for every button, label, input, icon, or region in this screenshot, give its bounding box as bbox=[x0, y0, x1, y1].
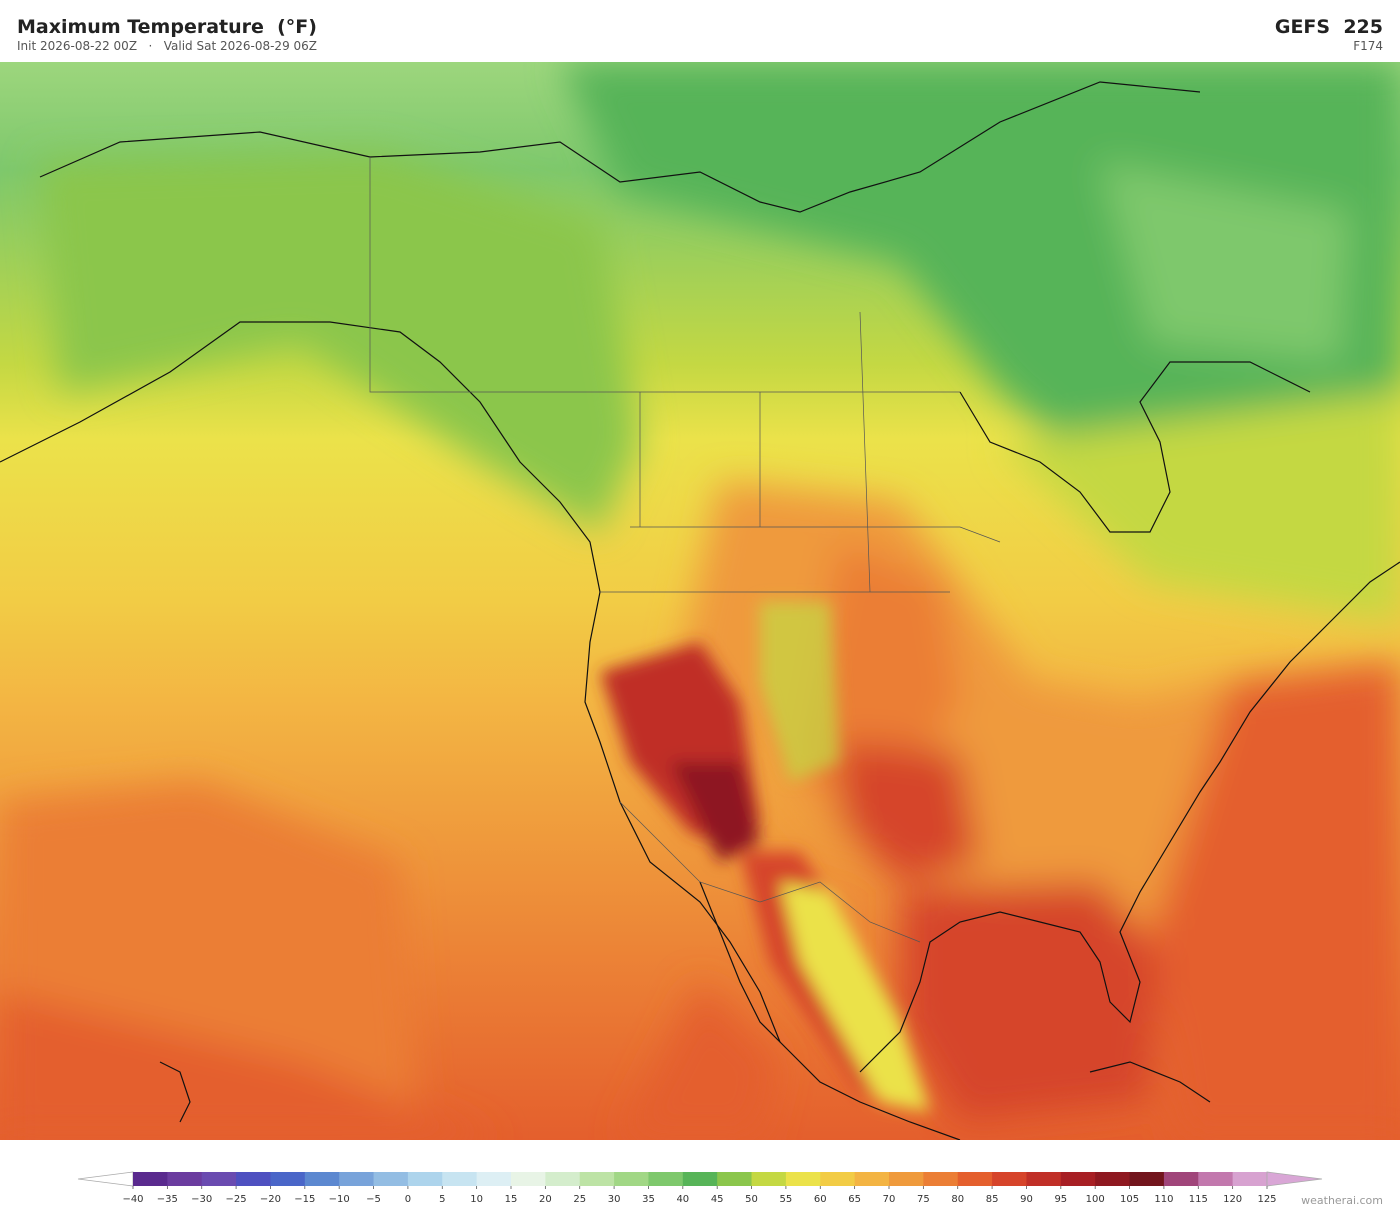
color-bin bbox=[1095, 1172, 1131, 1186]
color-bin bbox=[648, 1172, 684, 1186]
map bbox=[0, 62, 1400, 1140]
color-bin bbox=[1060, 1172, 1096, 1186]
color-bin bbox=[373, 1172, 409, 1186]
tick-label: 80 bbox=[951, 1194, 964, 1205]
tick-label: 90 bbox=[1020, 1194, 1033, 1205]
over-extension bbox=[1266, 1171, 1323, 1187]
tick-label: 0 bbox=[405, 1194, 411, 1205]
color-bin bbox=[1198, 1172, 1234, 1186]
hot-core bbox=[600, 602, 930, 1112]
color-bin bbox=[1163, 1172, 1199, 1186]
color-bin bbox=[751, 1172, 787, 1186]
tick-label: 40 bbox=[676, 1194, 689, 1205]
tick-label: 110 bbox=[1154, 1194, 1173, 1205]
color-bin bbox=[717, 1172, 753, 1186]
tick-label: 45 bbox=[711, 1194, 724, 1205]
tick-label: 35 bbox=[642, 1194, 655, 1205]
borders bbox=[369, 157, 1001, 943]
color-bin bbox=[304, 1172, 340, 1186]
color-bin bbox=[511, 1172, 546, 1186]
tick-label: 5 bbox=[439, 1194, 445, 1205]
tick-label: −25 bbox=[226, 1194, 247, 1205]
title: Maximum Temperature (°F) bbox=[17, 16, 317, 38]
color-bin bbox=[442, 1172, 478, 1186]
tick-label: 85 bbox=[986, 1194, 999, 1205]
colorbar: −40 −35 −30 −25 −20 −15 −10 −5 0 5 10 15 20 25 30 35 40 4… bbox=[77, 1171, 1323, 1205]
color-bin bbox=[545, 1172, 581, 1186]
tick-label: 120 bbox=[1223, 1194, 1242, 1205]
color-bin bbox=[579, 1172, 615, 1186]
color-bin bbox=[923, 1172, 959, 1186]
tick-label: 10 bbox=[470, 1194, 483, 1205]
color-bin bbox=[820, 1172, 856, 1186]
tick-label: −20 bbox=[260, 1194, 281, 1205]
tick-label: 105 bbox=[1120, 1194, 1139, 1205]
tick-label: 115 bbox=[1189, 1194, 1208, 1205]
color-bin bbox=[992, 1172, 1027, 1186]
tick-label: 30 bbox=[608, 1194, 621, 1205]
color-bin bbox=[236, 1172, 271, 1186]
color-bin bbox=[1129, 1172, 1165, 1186]
tick-label: 125 bbox=[1257, 1194, 1276, 1205]
tick-label: −40 bbox=[122, 1194, 143, 1205]
credit: weatherai.com bbox=[1301, 1194, 1383, 1207]
tick-label: 50 bbox=[745, 1194, 758, 1205]
temperature-field bbox=[0, 62, 1400, 1140]
color-bin bbox=[476, 1172, 512, 1186]
color-bin bbox=[407, 1172, 443, 1186]
color-bin bbox=[167, 1172, 203, 1186]
tick-label: 70 bbox=[883, 1194, 896, 1205]
tick-label: 65 bbox=[848, 1194, 861, 1205]
color-bin bbox=[1026, 1172, 1062, 1186]
forecast-hour: F174 bbox=[1353, 39, 1383, 53]
color-bin bbox=[339, 1172, 375, 1186]
color-bin bbox=[785, 1172, 821, 1186]
subtitle: Init 2026-08-22 00Z · Valid Sat 2026-08-… bbox=[17, 39, 318, 53]
color-bin bbox=[133, 1172, 168, 1186]
tick-label: 75 bbox=[917, 1194, 930, 1205]
color-bin bbox=[1232, 1172, 1268, 1186]
color-bin bbox=[889, 1172, 924, 1186]
tick-label: −35 bbox=[157, 1194, 178, 1205]
color-bin bbox=[614, 1172, 649, 1186]
color-bin bbox=[854, 1172, 890, 1186]
tick-label: −5 bbox=[366, 1194, 381, 1205]
tick-label: 60 bbox=[814, 1194, 827, 1205]
color-bin bbox=[270, 1172, 306, 1186]
under-extension bbox=[77, 1171, 134, 1187]
tick-label: −10 bbox=[329, 1194, 350, 1205]
coastlines bbox=[0, 81, 1400, 1140]
tick-label: 20 bbox=[539, 1194, 552, 1205]
color-bin bbox=[201, 1172, 237, 1186]
tick-label: −15 bbox=[294, 1194, 315, 1205]
model: GEFS 225 bbox=[1274, 16, 1383, 38]
tick-label: −30 bbox=[191, 1194, 212, 1205]
tick-label: 25 bbox=[573, 1194, 586, 1205]
tick-label: 95 bbox=[1054, 1194, 1067, 1205]
tick-label: 15 bbox=[505, 1194, 518, 1205]
color-bin bbox=[957, 1172, 993, 1186]
color-bin bbox=[682, 1172, 718, 1186]
tick-label: 100 bbox=[1086, 1194, 1105, 1205]
tick-label: 55 bbox=[780, 1194, 793, 1205]
